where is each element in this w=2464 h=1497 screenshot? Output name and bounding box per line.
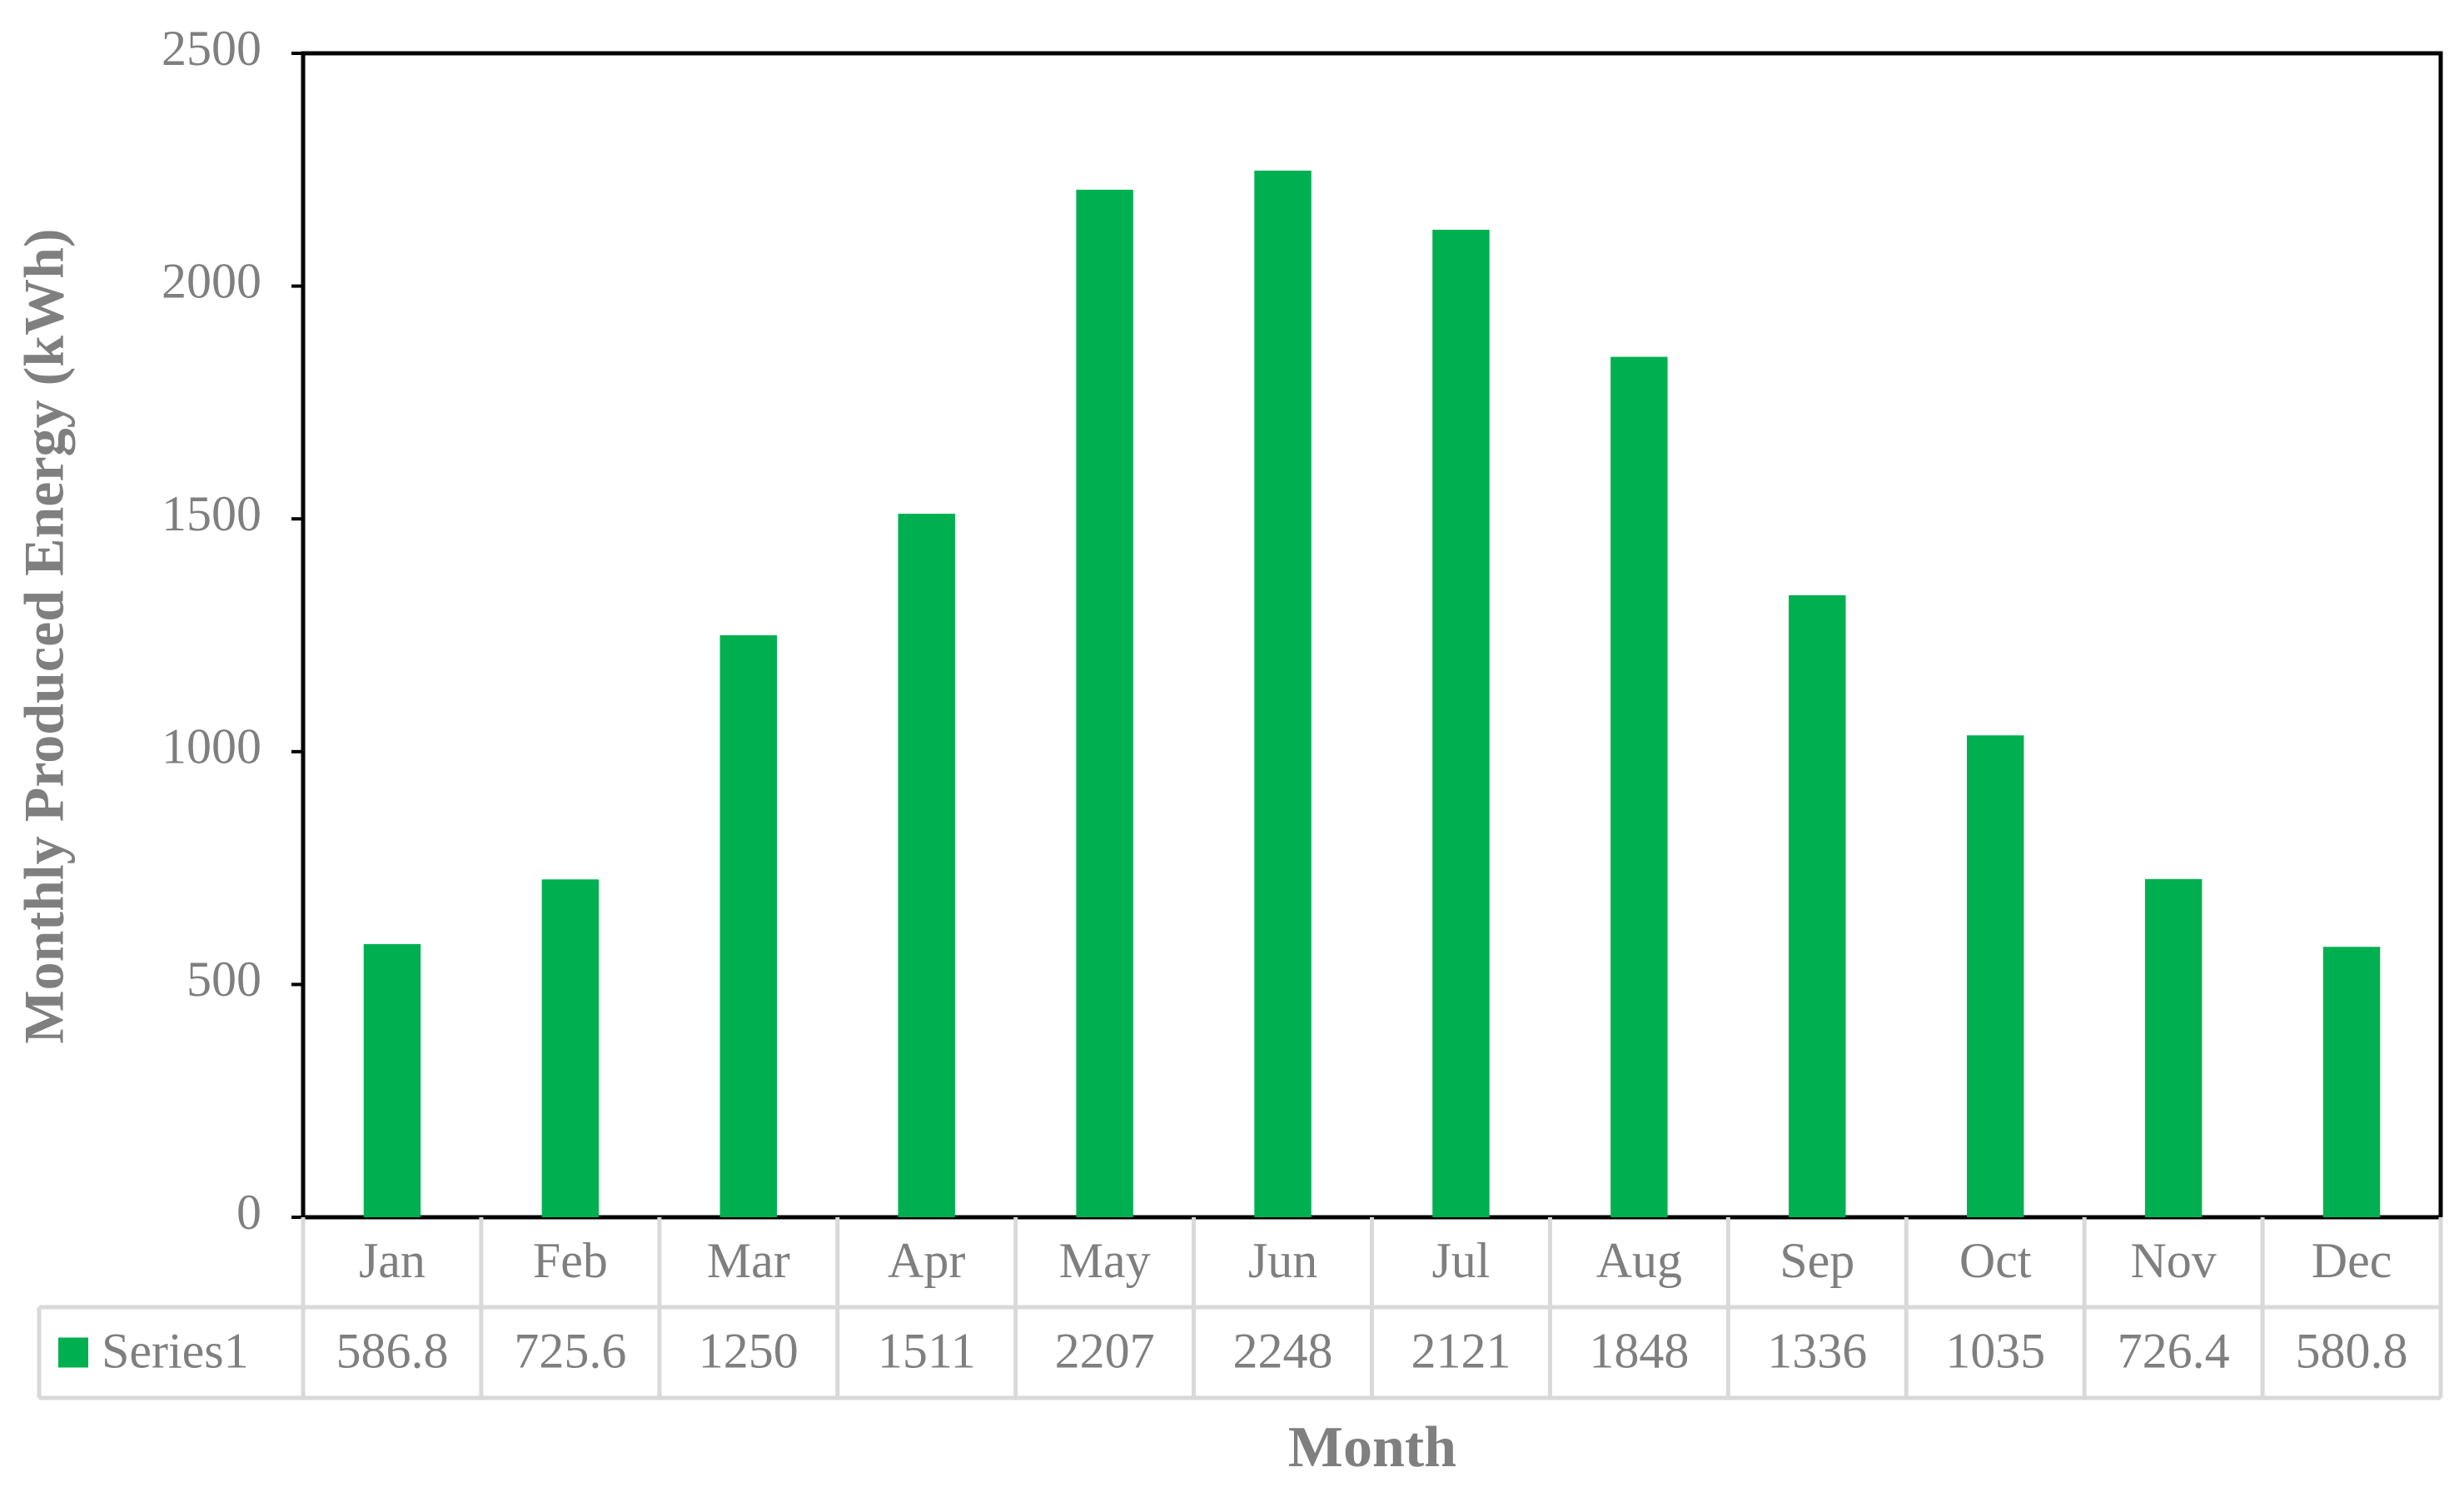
table-value: 726.4 <box>2118 1323 2230 1378</box>
table-value: 1848 <box>1589 1323 1689 1378</box>
bar <box>719 635 778 1217</box>
x-tick-label: Jun <box>1248 1233 1317 1288</box>
table-value: 2248 <box>1233 1323 1333 1378</box>
bar <box>2144 878 2203 1217</box>
bar <box>1254 170 1312 1217</box>
x-tick-label: Feb <box>533 1233 608 1288</box>
y-tick-label: 2500 <box>162 21 261 76</box>
bar <box>1610 356 1668 1217</box>
x-tick-label: Oct <box>1959 1233 2032 1288</box>
bar <box>1966 735 2024 1217</box>
y-tick-label: 500 <box>187 952 261 1007</box>
table-value: 2121 <box>1411 1323 1511 1378</box>
table-value: 2207 <box>1055 1323 1155 1378</box>
x-tick-label: Dec <box>2312 1233 2392 1288</box>
table-value: 1511 <box>878 1323 976 1378</box>
x-tick-label: Mar <box>707 1233 790 1288</box>
y-tick-label: 0 <box>236 1185 261 1240</box>
x-tick-label: Apr <box>888 1233 965 1288</box>
bar <box>363 943 421 1217</box>
legend-label: Series1 <box>102 1323 249 1378</box>
table-value: 1250 <box>699 1323 799 1378</box>
x-tick-label: Nov <box>2130 1233 2216 1288</box>
y-tick-label: 1000 <box>162 719 261 774</box>
bar <box>898 514 955 1217</box>
x-tick-label: Jul <box>1431 1233 1490 1288</box>
bar <box>1432 229 1490 1218</box>
y-axis-title: Monthly Produced Energy (kWh) <box>12 228 76 1043</box>
bar <box>541 879 600 1217</box>
legend-key <box>58 1337 88 1368</box>
bar <box>2322 947 2381 1217</box>
table-value: 580.8 <box>2296 1323 2408 1378</box>
bar <box>1076 189 1133 1218</box>
y-tick-label: 1500 <box>162 486 261 541</box>
table-value: 1336 <box>1767 1323 1867 1378</box>
bar <box>1789 594 1846 1217</box>
x-tick-label: May <box>1059 1233 1151 1288</box>
table-value: 586.8 <box>336 1323 448 1378</box>
table-value: 1035 <box>1945 1323 2045 1378</box>
y-tick-label: 2000 <box>162 253 261 308</box>
table-value: 725.6 <box>514 1323 626 1378</box>
plot-frame <box>301 51 2443 1220</box>
x-tick-label: Aug <box>1596 1233 1682 1288</box>
x-axis-title: Month <box>1288 1415 1456 1480</box>
x-tick-label: Jan <box>359 1233 426 1288</box>
x-tick-label: Sep <box>1780 1233 1854 1288</box>
